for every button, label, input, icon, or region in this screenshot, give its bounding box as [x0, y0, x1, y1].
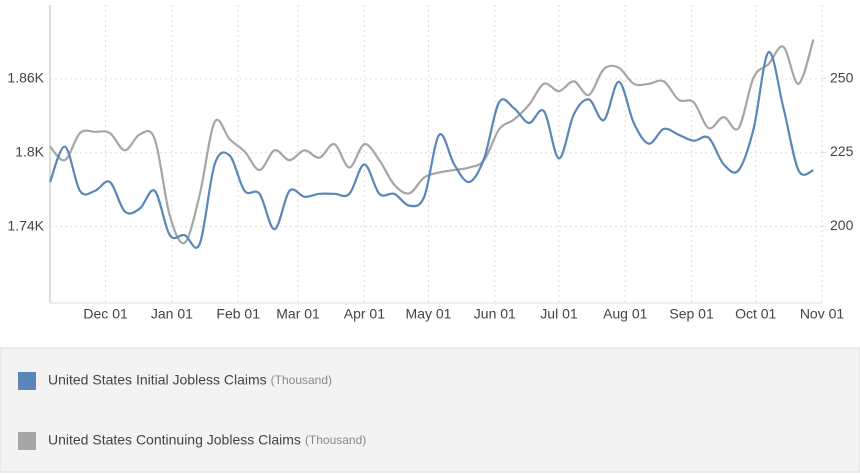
y2-tick-label: 250 — [830, 69, 854, 85]
x-tick-label: Mar 01 — [276, 306, 320, 322]
x-tick-label: Aug 01 — [603, 306, 648, 322]
x-tick-label: Dec 01 — [83, 306, 128, 322]
x-tick-label: Oct 01 — [735, 306, 776, 322]
legend-label: United States Continuing Jobless Claims(… — [48, 432, 366, 448]
series-line — [48, 51, 814, 249]
x-tick-label: Jul 01 — [540, 306, 578, 322]
legend-panel — [0, 347, 860, 473]
y-tick-label: 1.86K — [7, 70, 44, 86]
legend-unit: (Thousand) — [271, 373, 332, 387]
x-tick-label: Jan 01 — [151, 306, 193, 322]
legend-swatch — [18, 372, 36, 390]
x-tick-label: Nov 01 — [800, 306, 845, 322]
y2-tick-label: 225 — [830, 143, 854, 159]
y2-tick-label: 200 — [830, 217, 854, 233]
x-tick-label: Sep 01 — [669, 306, 714, 322]
y-tick-label: 1.74K — [7, 217, 44, 233]
legend-swatch — [18, 432, 36, 450]
x-tick-label: May 01 — [406, 306, 452, 322]
x-tick-label: Apr 01 — [344, 306, 385, 322]
series-line — [49, 39, 815, 245]
legend-label: United States Initial Jobless Claims (Tho… — [48, 372, 332, 388]
x-tick-label: Feb 01 — [216, 306, 260, 322]
y-tick-label: 1.8K — [15, 143, 44, 159]
x-tick-label: Jun 01 — [474, 306, 516, 322]
legend-unit: (Thousand) — [305, 433, 366, 447]
